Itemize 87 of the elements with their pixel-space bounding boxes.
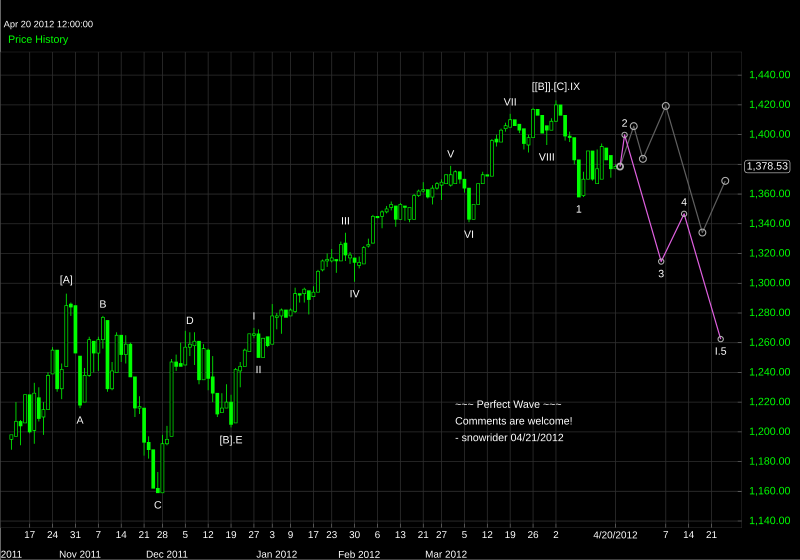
x-tick-label: 7 — [664, 531, 668, 538]
x-tick-label: 5 — [462, 531, 467, 538]
annotation: Comments are welcome! — [456, 416, 572, 425]
y-tick-label: 1,280.00 — [750, 308, 790, 318]
x-tick-label: 14 — [684, 531, 694, 538]
candlestick — [178, 342, 183, 368]
x-tick-label: 2011 — [1, 550, 22, 558]
annotation: C — [154, 501, 162, 509]
text: Price History — [8, 35, 68, 46]
y-tick-label: 1,400.00 — [750, 130, 790, 140]
text: 1,378.53 — [747, 162, 788, 172]
x-tick-label: Nov 2011 — [60, 550, 100, 558]
annotation: [[B]].[C].IX — [532, 82, 580, 92]
y-tick-label: 1,200.00 — [750, 428, 790, 436]
annotation: B — [100, 300, 106, 308]
y-tick-label: 1,420.00 — [750, 100, 790, 110]
x-tick-label: Jan 2012 — [256, 550, 297, 558]
x-tick-label: 2 — [554, 531, 558, 538]
annotation: A — [76, 416, 84, 424]
x-tick-label: 17 — [24, 531, 35, 538]
x-tick-label: 27 — [436, 531, 447, 538]
x-tick-label: Feb 2012 — [338, 550, 380, 558]
annotation: D — [186, 316, 194, 324]
x-tick-label: 4/20/2012 — [594, 531, 638, 539]
y-tick-label: 1,180.00 — [750, 457, 790, 466]
x-tick-label: 19 — [226, 531, 236, 538]
annotation: 2 — [622, 119, 628, 127]
x-tick-label: 27 — [248, 531, 259, 538]
annotation: ~~~ Perfect Wave ~~~ — [456, 400, 562, 408]
x-tick-label: 13 — [396, 531, 406, 538]
x-tick-label: 28 — [157, 531, 168, 538]
annotation: IV — [350, 290, 360, 298]
annotation: VII — [504, 98, 516, 106]
annotation: 3 — [658, 270, 664, 278]
annotation: 4 — [681, 198, 687, 206]
x-tick-label: 7 — [96, 531, 101, 538]
candlestick — [362, 246, 366, 264]
candlestick — [453, 170, 458, 184]
y-tick-label: 1,240.00 — [750, 368, 790, 377]
x-tick-label: 30 — [349, 531, 360, 538]
annotation: VIII — [538, 153, 554, 161]
chart-subtitle: Apr 20 2012 12:00:00 — [4, 20, 93, 30]
y-tick-label: 1,300.00 — [750, 278, 790, 288]
y-tick-label: 1,140.00 — [750, 516, 790, 526]
y-tick-label: 1,260.00 — [750, 338, 790, 348]
x-tick-label: 5 — [182, 531, 188, 538]
x-tick-label: 24 — [48, 531, 58, 538]
x-tick-label: 17 — [308, 531, 318, 538]
candlestick — [183, 330, 188, 366]
y-tick-label: 1,340.00 — [750, 220, 790, 228]
x-tick-label: 9 — [288, 531, 293, 538]
annotation: [B].E — [220, 436, 242, 446]
x-tick-label: 12 — [203, 531, 214, 538]
annotation: I — [253, 312, 254, 320]
y-tick-label: 1,320.00 — [750, 249, 790, 258]
x-tick-label: 19 — [505, 531, 516, 538]
annotation: - snowrider 04/21/2012 — [456, 434, 564, 442]
x-tick-label: 21 — [418, 531, 428, 538]
annotation: 1 — [576, 205, 582, 213]
annotation: II — [256, 366, 260, 374]
x-tick-label: Mar 2012 — [426, 550, 467, 558]
y-tick-label: 1,440.00 — [750, 70, 790, 80]
x-tick-label: 6 — [375, 531, 380, 538]
x-tick-label: Dec 2011 — [146, 550, 188, 558]
y-tick-label: 1,360.00 — [750, 190, 790, 199]
candlestick — [92, 340, 96, 373]
annotation: III — [342, 217, 349, 225]
candlestick — [448, 166, 453, 188]
annotation: V — [447, 150, 454, 158]
candlestick — [302, 287, 306, 304]
x-tick-label: 21 — [706, 531, 717, 538]
x-tick-label: 12 — [482, 531, 492, 538]
candlestick — [421, 182, 426, 194]
candlestick — [330, 248, 334, 263]
candlestick — [508, 114, 512, 128]
annotation: [A] — [60, 276, 72, 286]
annotation: I.5 — [716, 348, 726, 355]
x-tick-label: 31 — [70, 531, 81, 538]
x-tick-label: 26 — [528, 531, 538, 538]
x-tick-label: 14 — [116, 531, 126, 538]
x-tick-label: 23 — [326, 531, 337, 538]
y-tick-label: 1,220.00 — [750, 398, 790, 407]
y-tick-label: 1,160.00 — [750, 487, 790, 496]
annotation: VI — [464, 230, 474, 238]
x-tick-label: 21 — [139, 531, 150, 538]
candlestick — [394, 206, 398, 228]
x-tick-label: 3 — [270, 531, 275, 538]
